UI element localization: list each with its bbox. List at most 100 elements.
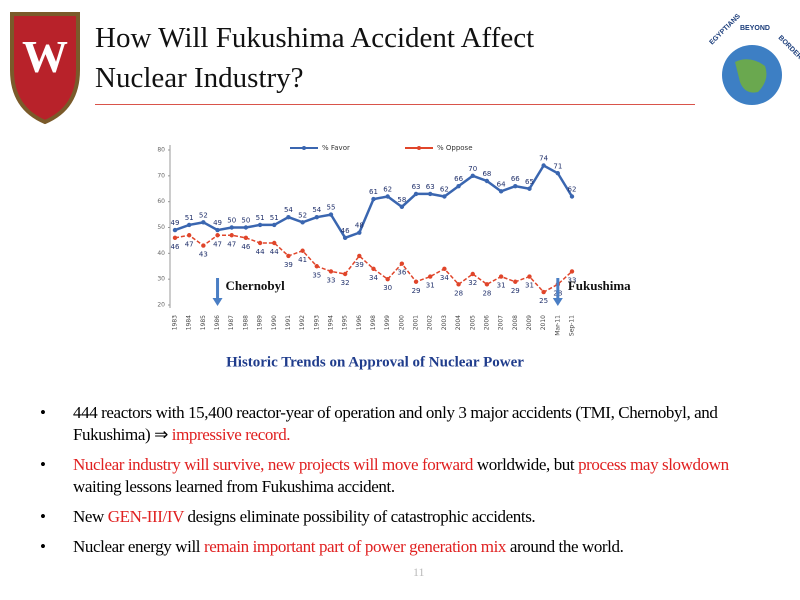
data-label: 29	[412, 287, 421, 295]
x-tick-label: 2007	[498, 315, 505, 330]
x-tick-label: 1990	[271, 315, 278, 330]
point	[342, 235, 348, 241]
point	[527, 186, 532, 191]
point	[456, 183, 461, 189]
legend-label: % Favor	[322, 144, 350, 152]
point	[456, 282, 461, 287]
data-label: 63	[426, 183, 435, 191]
x-tick-label: 2002	[427, 315, 434, 330]
point	[300, 220, 305, 225]
point	[201, 243, 206, 248]
x-tick-label: 1993	[313, 315, 320, 330]
data-label: 34	[440, 274, 449, 282]
y-tick-label: 50	[157, 224, 165, 231]
logo-letter: W	[22, 31, 68, 82]
logo-text: BEYOND	[740, 25, 770, 32]
data-label: 47	[213, 240, 222, 248]
x-tick-label: 1994	[327, 315, 334, 330]
point	[286, 214, 291, 220]
data-label: 50	[227, 217, 236, 225]
data-label: 36	[397, 269, 406, 277]
point	[541, 289, 546, 295]
data-label: 54	[284, 206, 293, 214]
data-label: 34	[369, 274, 378, 282]
bullet-text: around the world.	[506, 537, 624, 556]
point	[413, 191, 419, 197]
point	[555, 171, 561, 176]
x-tick-label: 1996	[356, 315, 363, 330]
point	[413, 279, 419, 284]
point	[243, 235, 249, 241]
point	[513, 183, 518, 189]
data-label: 52	[298, 211, 307, 219]
x-tick-label: 2009	[526, 315, 533, 330]
data-label: 62	[383, 186, 392, 194]
point	[215, 227, 220, 233]
title-line: Nuclear Industry?	[95, 62, 304, 94]
logo-text: BORDERS	[777, 34, 800, 64]
data-label: 46	[341, 227, 350, 235]
y-tick-label: 40	[157, 250, 165, 257]
data-label: 51	[185, 214, 194, 222]
data-label: 31	[426, 282, 435, 290]
logo-text: EGYPTIANS	[708, 13, 742, 47]
data-label: 66	[511, 175, 520, 183]
title-rule	[95, 104, 695, 105]
x-tick-label: 2000	[398, 315, 405, 330]
x-tick-label: 1991	[285, 315, 292, 330]
x-tick-label: 2010	[540, 315, 547, 330]
point	[172, 227, 178, 233]
data-label: 54	[312, 206, 321, 214]
point	[172, 235, 178, 241]
point	[201, 220, 206, 225]
x-tick-label: 1984	[186, 315, 193, 330]
data-label: 39	[355, 261, 364, 269]
data-label: 25	[539, 297, 548, 305]
legend-marker	[302, 146, 306, 150]
arrow-head	[552, 298, 563, 306]
point	[470, 271, 475, 277]
data-label: 47	[227, 240, 236, 248]
x-tick-label: 2005	[469, 315, 476, 330]
title: How Will Fukushima Accident Affect Nucle…	[95, 18, 534, 98]
x-tick-label: 1992	[299, 315, 306, 330]
point	[371, 196, 376, 202]
x-tick-label: 2004	[455, 315, 462, 330]
x-tick-label: 1999	[384, 315, 391, 330]
bullet-list: 444 reactors with 15,400 reactor-year of…	[40, 402, 770, 566]
point	[314, 264, 319, 269]
data-label: 61	[369, 188, 378, 196]
chart-caption: Historic Trends on Approval of Nuclear P…	[226, 354, 524, 370]
x-tick-label: 1986	[214, 315, 221, 330]
point	[286, 253, 291, 259]
point	[385, 194, 390, 199]
bullet-text: remain important part of power generatio…	[203, 537, 507, 556]
bullet-text: impressive record.	[171, 425, 291, 444]
x-tick-label: 1988	[242, 315, 249, 330]
point	[569, 269, 575, 274]
data-label: 28	[454, 289, 463, 297]
point	[229, 225, 234, 230]
point	[484, 178, 490, 184]
annotation-label: Fukushima	[568, 278, 631, 293]
bullet-text: GEN-III/IV	[107, 507, 184, 526]
data-label: 28	[482, 289, 491, 297]
x-tick-label: 1987	[228, 315, 235, 330]
left-logo: W	[10, 12, 80, 125]
data-label: 51	[270, 214, 279, 222]
data-label: 65	[525, 178, 534, 186]
y-tick-label: 30	[157, 276, 165, 283]
right-logo: EGYPTIANS BEYOND BORDERS	[708, 13, 800, 105]
data-label: 33	[568, 276, 577, 284]
bullet: New GEN-III/IV designs eliminate possibi…	[40, 506, 770, 528]
point	[357, 230, 362, 235]
point	[328, 269, 334, 274]
data-label: 70	[468, 165, 477, 173]
point	[257, 240, 263, 246]
point	[498, 189, 504, 194]
y-tick-label: 20	[157, 302, 165, 309]
data-label: 44	[256, 248, 265, 256]
point	[243, 225, 249, 230]
bullet: 444 reactors with 15,400 reactor-year of…	[40, 402, 770, 446]
